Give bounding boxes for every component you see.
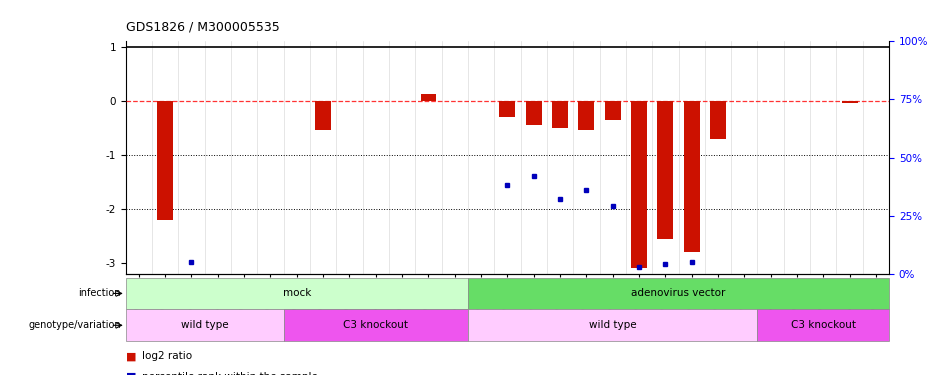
Bar	[468, 309, 758, 341]
Bar	[605, 101, 621, 120]
Bar	[316, 101, 331, 130]
Bar	[126, 278, 468, 309]
Text: log2 ratio: log2 ratio	[142, 351, 193, 361]
Bar	[552, 101, 568, 128]
Bar	[710, 101, 726, 139]
Bar	[284, 309, 468, 341]
Bar	[157, 101, 173, 220]
Text: adenovirus vector: adenovirus vector	[631, 288, 725, 298]
Bar	[758, 309, 889, 341]
Text: genotype/variation: genotype/variation	[29, 320, 121, 330]
Text: wild type: wild type	[589, 320, 637, 330]
Bar	[657, 101, 673, 238]
Text: ■: ■	[126, 351, 136, 361]
Text: mock: mock	[283, 288, 311, 298]
Text: infection: infection	[78, 288, 121, 298]
Text: GDS1826 / M300005535: GDS1826 / M300005535	[126, 21, 279, 34]
Bar	[468, 278, 889, 309]
Bar	[421, 94, 437, 101]
Text: C3 knockout: C3 knockout	[344, 320, 409, 330]
Text: percentile rank within the sample: percentile rank within the sample	[142, 372, 318, 375]
Text: C3 knockout: C3 knockout	[790, 320, 856, 330]
Bar	[631, 101, 647, 268]
Bar	[526, 101, 542, 125]
Bar	[500, 101, 515, 117]
Text: ■: ■	[126, 372, 136, 375]
Bar	[126, 309, 284, 341]
Text: wild type: wild type	[181, 320, 228, 330]
Bar	[842, 101, 857, 104]
Bar	[578, 101, 594, 130]
Bar	[683, 101, 699, 252]
